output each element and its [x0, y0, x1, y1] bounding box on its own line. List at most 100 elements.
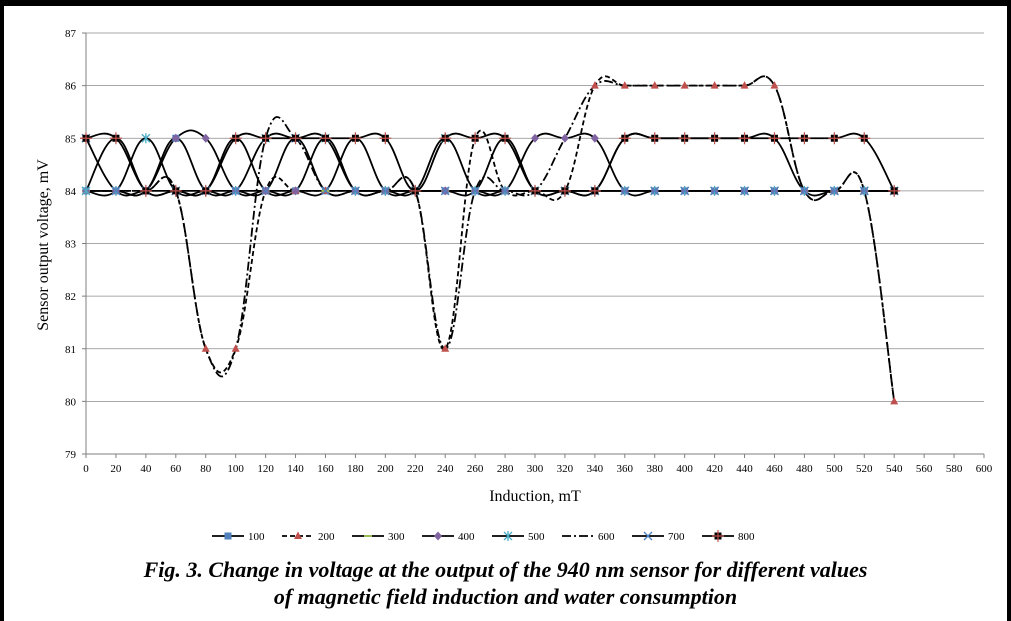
y-tick-label: 86	[65, 81, 77, 93]
marker-800-60	[169, 184, 182, 197]
marker-cross	[529, 184, 541, 197]
line-chart: 79 80 81 82 83 84 85 86 87 0 20 40 60 80 100 120 140 160…	[35, 28, 993, 543]
marker-700-280	[500, 186, 510, 196]
marker-cross	[289, 132, 302, 145]
marker-700-500	[829, 186, 839, 196]
marker-800-300	[529, 184, 541, 197]
x-tick-label: 480	[796, 463, 813, 475]
marker-200-540	[890, 396, 899, 405]
marker-200-240	[441, 344, 450, 352]
legend-item-800: 800	[702, 530, 755, 543]
marker-800-400	[678, 132, 691, 145]
marker-700-460	[770, 186, 779, 196]
gridlines	[86, 32, 984, 402]
legend-item-600: 600	[562, 531, 615, 543]
x-tick-label: 400	[676, 463, 693, 475]
marker-700-360	[620, 186, 630, 196]
series-line-800	[85, 132, 895, 197]
marker-cross	[858, 132, 871, 145]
marker-800-180	[349, 132, 362, 145]
marker-cross	[259, 132, 272, 145]
marker-800-340	[588, 184, 601, 197]
marker-200-460	[770, 81, 779, 89]
x-tick-label: 360	[617, 463, 634, 475]
x-tick-label: 120	[257, 463, 274, 475]
marker-800-500	[828, 132, 841, 145]
x-tick-label: 220	[407, 463, 424, 475]
marker-800-440	[738, 132, 751, 145]
legend-marker	[643, 531, 653, 541]
legend-label: 400	[458, 531, 475, 543]
marker-cross	[798, 132, 811, 145]
x-tick-label: 440	[736, 463, 753, 475]
marker-400-60	[171, 133, 180, 143]
marker-700-100	[231, 186, 241, 196]
marker-800-220	[409, 184, 422, 197]
y-tick-labels: 79 80 81 82 83 84 85 86 87	[65, 28, 86, 461]
legend-label: 100	[248, 531, 265, 543]
x-tick-label: 60	[170, 463, 182, 475]
marker-400-140	[291, 186, 300, 196]
x-tick-label: 580	[946, 463, 963, 475]
legend-item-200: 200	[282, 531, 335, 543]
marker-800-240	[439, 132, 452, 145]
x-tick-label: 260	[467, 463, 484, 475]
series-line-700	[85, 137, 895, 197]
marker-800-40	[139, 184, 152, 197]
marker-cross	[439, 132, 452, 145]
marker-800-360	[618, 132, 631, 145]
marker-200-420	[710, 81, 719, 89]
x-tick-label: 520	[856, 463, 873, 475]
marker-cross	[558, 184, 571, 197]
marker-700-260	[470, 186, 480, 196]
marker-700-160	[321, 186, 330, 196]
x-tick-label: 460	[766, 463, 783, 475]
marker-700-400	[680, 186, 690, 196]
legend-item-300: 300	[352, 531, 405, 543]
marker-cross	[618, 132, 631, 145]
x-tick-label: 200	[377, 463, 394, 475]
x-tick-label: 40	[140, 463, 152, 475]
x-tick-label: 300	[527, 463, 544, 475]
marker-200-440	[740, 81, 749, 89]
legend-item-500: 500	[492, 531, 545, 543]
y-tick-label: 81	[65, 344, 76, 356]
marker-cross	[708, 132, 721, 145]
marker-cross	[588, 184, 601, 197]
marker-800-0	[80, 132, 92, 145]
caption-line-2: of magnetic field induction and water co…	[273, 584, 738, 609]
series-line-300	[85, 132, 895, 197]
marker-cross	[499, 132, 512, 145]
marker-cross	[678, 132, 691, 145]
legend-marker	[503, 531, 513, 541]
marker-cross	[409, 184, 422, 197]
series-line-500	[85, 132, 895, 197]
x-tick-label: 420	[706, 463, 723, 475]
marker-700-420	[710, 186, 720, 196]
marker-800-80	[199, 184, 212, 197]
marker-200-100	[231, 344, 240, 352]
marker-700-20	[111, 186, 121, 196]
x-tick-label: 160	[317, 463, 334, 475]
marker-800-380	[648, 132, 661, 145]
legend-label: 800	[738, 531, 755, 543]
marker-cross	[828, 132, 841, 145]
marker-200-80	[201, 344, 210, 352]
caption-line-1: Fig. 3. Change in voltage at the output …	[143, 557, 868, 582]
legend: 100 200 300 400 500 600 700 800	[212, 530, 755, 543]
marker-cross	[319, 132, 332, 145]
marker-cross	[199, 184, 212, 197]
marker-cross	[229, 132, 242, 145]
legend-item-700: 700	[632, 531, 685, 543]
legend-marker	[224, 532, 232, 540]
x-tick-label: 500	[826, 463, 843, 475]
legend-item-400: 400	[422, 531, 475, 543]
marker-800-100	[229, 132, 242, 145]
marker-700-180	[350, 186, 360, 196]
legend-label: 600	[598, 531, 615, 543]
marker-500-0	[81, 185, 91, 196]
marker-700-440	[740, 186, 749, 196]
y-tick-label: 80	[65, 396, 77, 408]
marker-700-480	[799, 186, 809, 196]
x-tick-label: 560	[916, 463, 933, 475]
